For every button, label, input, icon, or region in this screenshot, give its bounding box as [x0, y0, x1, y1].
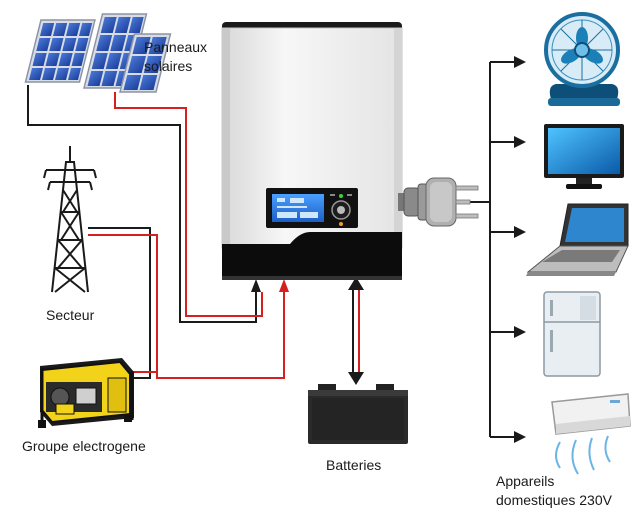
solar-panels-label-line1: Panneaux — [144, 39, 208, 55]
batteries-label: Batteries — [326, 457, 382, 473]
generator-black-wire — [132, 360, 151, 379]
power-pylon-icon — [43, 146, 97, 293]
generator-label: Groupe electrogene — [22, 438, 146, 454]
appliances-label-line1: Appareils — [496, 473, 555, 489]
inverter-icon — [221, 22, 403, 280]
battery-down-arrow — [348, 372, 364, 385]
solar-panels-label-line2: solaires — [144, 58, 193, 74]
fan-icon — [544, 12, 620, 106]
grid-black-wire — [88, 227, 151, 360]
solar-panel-icon — [24, 13, 172, 93]
wiring — [27, 61, 516, 438]
grid-red-wire — [88, 234, 285, 379]
appliances-label-line2: domestiques 230V — [496, 492, 612, 508]
tv-icon — [544, 124, 624, 189]
appliances-label: Appareils domestiques 230V — [496, 472, 612, 510]
generator-icon — [38, 358, 134, 428]
battery-icon — [308, 384, 408, 444]
grid-label: Secteur — [46, 307, 95, 323]
laptop-icon — [526, 203, 629, 276]
power-plug-icon — [398, 177, 479, 227]
refrigerator-icon — [543, 291, 601, 377]
battery-up-arrow — [348, 277, 364, 290]
solar-red-wire — [114, 92, 263, 317]
solar-input-arrow — [251, 279, 261, 292]
air-conditioner-icon — [551, 393, 631, 475]
solar-panels-label: Panneaux solaires — [144, 38, 207, 76]
grid-input-arrow — [279, 279, 289, 292]
arrowheads — [251, 56, 526, 443]
